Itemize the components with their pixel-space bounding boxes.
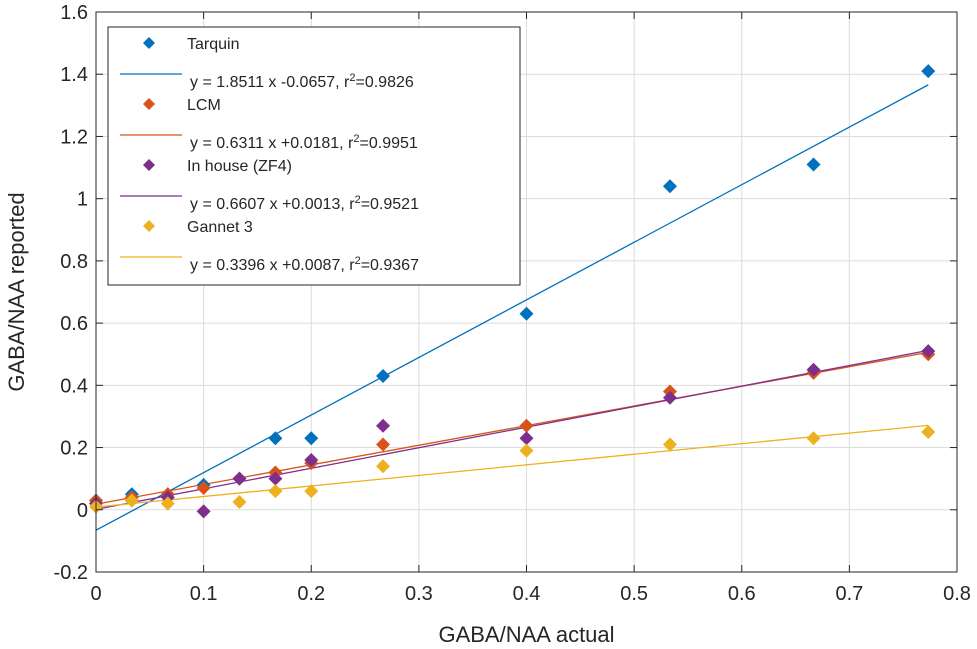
data-points xyxy=(89,64,936,519)
data-point-tarquin xyxy=(268,431,283,446)
data-point-lcm xyxy=(196,481,211,495)
fit-line-gannet-3 xyxy=(95,424,929,508)
data-point-gannet-3 xyxy=(662,437,677,452)
axis-ticks: 0 0.1 0.2 0.3 0.4 0.5 0.6 0.7 0.8-0.200.20.40.60… xyxy=(54,2,971,605)
x-tick-label: 0.6 xyxy=(728,583,756,605)
data-point-gannet-3 xyxy=(232,495,247,509)
legend-fit-tarquin: y = 1.8511 x -0.0657, r2=0.9826 xyxy=(190,72,414,91)
data-point-lcm xyxy=(519,418,534,433)
legend-label-lcm: LCM xyxy=(187,97,221,114)
fit-line-in-house-zf4 xyxy=(95,349,929,511)
x-axis-label: GABA/NAA actual xyxy=(438,622,614,647)
data-point-tarquin xyxy=(304,431,319,446)
data-point-in-house-zf4 xyxy=(662,390,677,405)
x-tick-label: 0.1 xyxy=(190,583,218,605)
data-point-tarquin xyxy=(662,179,677,194)
y-tick-label: 0 xyxy=(77,500,88,522)
y-tick-label: 0.4 xyxy=(60,375,88,397)
y-tick-label: 1.6 xyxy=(60,2,88,24)
data-point-gannet-3 xyxy=(124,493,139,508)
y-tick-label: 0.8 xyxy=(60,251,88,273)
legend-fit-gannet-3: y = 0.3396 x +0.0087, r2=0.9367 xyxy=(190,255,419,274)
data-point-gannet-3 xyxy=(519,443,534,458)
data-point-in-house-zf4 xyxy=(376,418,391,433)
y-axis-label: GABA/NAA reported xyxy=(4,192,29,391)
data-point-in-house-zf4 xyxy=(196,504,211,519)
x-tick-label: 0.4 xyxy=(513,583,541,605)
data-point-lcm xyxy=(376,437,391,452)
data-point-in-house-zf4 xyxy=(519,431,534,446)
data-point-gannet-3 xyxy=(921,425,936,439)
data-point-tarquin xyxy=(921,64,936,79)
legend-fit-lcm: y = 0.6311 x +0.0181, r2=0.9951 xyxy=(190,133,418,152)
y-tick-label: 1.2 xyxy=(60,126,88,148)
legend-marker-gannet-3 xyxy=(143,220,155,232)
y-tick-label: -0.2 xyxy=(54,562,88,584)
x-tick-label: 0.7 xyxy=(835,583,863,605)
data-point-gannet-3 xyxy=(304,484,319,499)
legend-label-tarquin: Tarquin xyxy=(187,36,239,53)
data-point-tarquin xyxy=(806,157,821,172)
y-tick-label: 0.6 xyxy=(60,313,88,335)
data-point-in-house-zf4 xyxy=(268,471,283,486)
data-point-in-house-zf4 xyxy=(921,344,936,359)
data-point-in-house-zf4 xyxy=(806,362,821,377)
legend-label-gannet-3: Gannet 3 xyxy=(187,219,253,236)
legend-box xyxy=(107,26,521,286)
legend: Tarquin y = 1.8511 x -0.0657, r2=0.9826 LC… xyxy=(107,26,521,286)
legend-label-in-house-zf4: In house (ZF4) xyxy=(187,158,292,175)
legend-marker-lcm xyxy=(143,98,155,110)
data-point-gannet-3 xyxy=(376,459,391,474)
x-tick-label: 0 xyxy=(90,583,101,605)
x-tick-label: 0.5 xyxy=(620,583,648,605)
data-point-tarquin xyxy=(376,369,391,383)
x-tick-label: 0.2 xyxy=(297,583,325,605)
y-tick-label: 1.4 xyxy=(60,64,88,86)
legend-marker-tarquin xyxy=(143,37,155,49)
data-point-gannet-3 xyxy=(268,484,283,499)
data-point-in-house-zf4 xyxy=(232,471,247,486)
x-tick-label: 0.3 xyxy=(405,583,433,605)
x-tick-label: 0.8 xyxy=(943,583,971,605)
data-point-in-house-zf4 xyxy=(304,453,319,467)
legend-fit-in-house-zf4: y = 0.6607 x +0.0013, r2=0.9521 xyxy=(190,194,419,213)
data-point-gannet-3 xyxy=(806,431,821,446)
y-tick-label: 1 xyxy=(77,189,88,211)
data-point-gannet-3 xyxy=(160,496,175,511)
y-tick-label: 0.2 xyxy=(60,438,88,460)
data-point-tarquin xyxy=(519,306,534,321)
fit-line-tarquin xyxy=(95,84,929,531)
legend-marker-in-house-zf4 xyxy=(143,159,155,171)
